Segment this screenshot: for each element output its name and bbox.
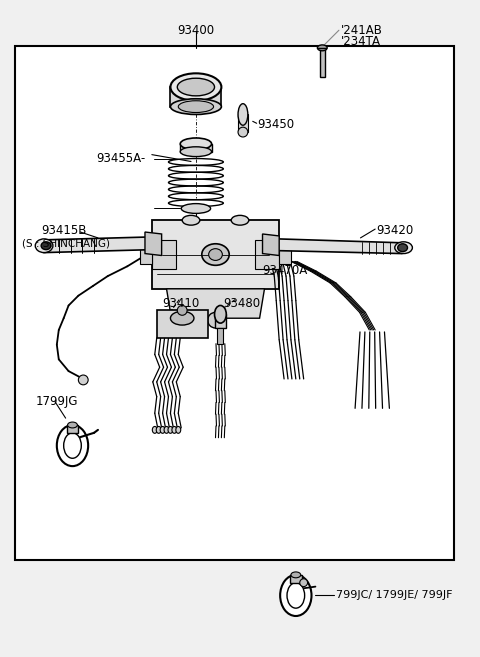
Polygon shape — [145, 232, 162, 256]
Ellipse shape — [164, 426, 169, 434]
Polygon shape — [67, 425, 78, 433]
Ellipse shape — [317, 45, 327, 51]
Text: 93480: 93480 — [223, 297, 261, 309]
Bar — [215, 314, 226, 328]
Text: '234TA: '234TA — [341, 35, 381, 48]
Bar — [157, 310, 208, 338]
Circle shape — [78, 375, 88, 385]
Circle shape — [177, 306, 187, 315]
Ellipse shape — [172, 426, 177, 434]
Ellipse shape — [209, 248, 222, 260]
Polygon shape — [152, 240, 176, 269]
Polygon shape — [290, 575, 302, 583]
Ellipse shape — [64, 433, 81, 459]
Polygon shape — [263, 234, 279, 256]
Ellipse shape — [156, 426, 161, 434]
Text: 93470A: 93470A — [263, 264, 308, 277]
Ellipse shape — [160, 426, 165, 434]
Text: 799JC/ 1799JE/ 799JF: 799JC/ 1799JE/ 799JF — [336, 589, 453, 600]
Ellipse shape — [68, 422, 77, 428]
Ellipse shape — [398, 244, 408, 252]
Ellipse shape — [176, 426, 181, 434]
Bar — [238, 114, 248, 132]
Ellipse shape — [238, 127, 248, 137]
Text: (S : SHINCHANG): (S : SHINCHANG) — [22, 239, 109, 249]
Ellipse shape — [168, 426, 173, 434]
Ellipse shape — [170, 311, 194, 325]
Ellipse shape — [178, 101, 214, 112]
Circle shape — [208, 312, 223, 328]
Text: 93455A-: 93455A- — [96, 152, 145, 165]
Ellipse shape — [170, 99, 221, 114]
Text: 93400: 93400 — [177, 24, 215, 37]
Bar — [217, 328, 223, 344]
Polygon shape — [255, 240, 279, 269]
Ellipse shape — [231, 215, 249, 225]
Ellipse shape — [300, 579, 308, 587]
Text: '241AB: '241AB — [341, 24, 383, 37]
Ellipse shape — [215, 306, 226, 323]
Ellipse shape — [57, 425, 88, 466]
Text: 93450: 93450 — [258, 118, 295, 131]
Bar — [320, 48, 325, 78]
Polygon shape — [279, 245, 291, 264]
Ellipse shape — [395, 242, 412, 254]
Ellipse shape — [180, 147, 212, 156]
Ellipse shape — [291, 572, 301, 578]
Ellipse shape — [35, 239, 53, 252]
Polygon shape — [44, 237, 152, 252]
Ellipse shape — [41, 242, 51, 250]
Polygon shape — [167, 289, 264, 318]
Text: 1799JG: 1799JG — [35, 395, 78, 407]
Text: 93410: 93410 — [163, 297, 200, 309]
Polygon shape — [277, 239, 402, 254]
Ellipse shape — [287, 583, 305, 608]
Polygon shape — [170, 87, 221, 106]
Ellipse shape — [177, 78, 215, 96]
Ellipse shape — [202, 244, 229, 265]
Ellipse shape — [181, 204, 211, 214]
Ellipse shape — [152, 426, 157, 434]
Polygon shape — [152, 220, 279, 289]
Polygon shape — [140, 245, 152, 264]
Ellipse shape — [182, 215, 200, 225]
Ellipse shape — [280, 575, 312, 616]
Ellipse shape — [238, 104, 248, 125]
Bar — [15, 46, 454, 560]
Text: 93420: 93420 — [376, 224, 413, 237]
Text: 93415B: 93415B — [41, 224, 86, 237]
Ellipse shape — [180, 138, 212, 150]
Ellipse shape — [170, 74, 221, 101]
Polygon shape — [180, 144, 212, 152]
